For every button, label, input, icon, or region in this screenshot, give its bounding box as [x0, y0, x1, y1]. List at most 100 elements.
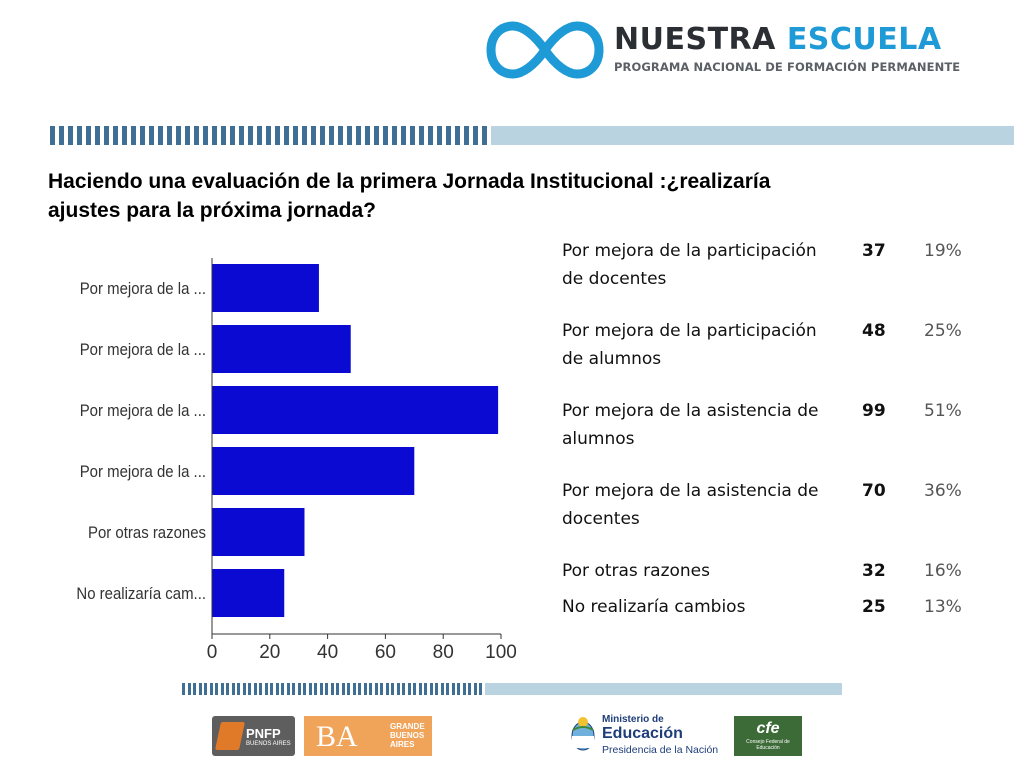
stripe-dash	[374, 683, 378, 695]
stripe-dash	[182, 683, 185, 695]
pnfp-sub: BUENOS AIRES	[246, 741, 291, 747]
stripe-dash	[451, 683, 455, 695]
stripe-dash	[149, 126, 154, 145]
stripe-dash	[410, 126, 415, 145]
stripe-dash	[187, 683, 191, 695]
x-tick-label: 20	[259, 642, 280, 663]
stripe-dash	[293, 126, 298, 145]
stripe-dash	[284, 126, 289, 145]
row-percent: 16%	[924, 561, 962, 581]
row-count: 37	[862, 241, 886, 261]
stripe-dash	[86, 126, 91, 145]
stripe-dash	[131, 126, 136, 145]
bar-chart: Por mejora de la ... Por mejora de la ...…	[76, 258, 517, 663]
stripe-dash	[428, 126, 433, 145]
bar	[212, 325, 351, 373]
stripe-dash	[419, 126, 424, 145]
stripe-dash	[363, 683, 367, 695]
ministry-logo: Ministerio de Educación Presidencia de l…	[570, 714, 720, 756]
stripe-dash	[325, 683, 328, 695]
stripe-dash	[396, 683, 400, 695]
stripe-dash	[212, 126, 217, 145]
x-tick-label: 100	[485, 642, 517, 663]
stripe-dash	[253, 683, 257, 695]
stripe-bar	[484, 683, 842, 695]
stripe-dash	[259, 683, 262, 695]
stripe-dash	[264, 683, 268, 695]
stripe-dash	[392, 126, 397, 145]
stripe-dash	[266, 126, 271, 145]
row-label: Por otras razones	[562, 561, 710, 581]
stripe-dash	[330, 683, 334, 695]
stripe-dash	[185, 126, 190, 145]
category-label: Por mejora de la ...	[80, 463, 206, 481]
row-label: Por mejora de la participación de alumno…	[562, 321, 817, 369]
stripe-dash	[231, 683, 235, 695]
stripe-dash	[158, 126, 163, 145]
stripe-dash	[437, 126, 442, 145]
row-percent: 19%	[924, 241, 962, 261]
bar	[212, 264, 319, 312]
category-label: Por mejora de la ...	[80, 341, 206, 359]
stripe-dash	[320, 126, 325, 145]
stripe-dash	[104, 126, 109, 145]
stripe-dash	[230, 126, 235, 145]
coat-of-arms-icon	[571, 717, 595, 751]
stripe-dash	[329, 126, 334, 145]
pnfp-label: PNFP	[246, 726, 281, 741]
ba-small: GRANDE BUENOS AIRES	[390, 722, 425, 749]
stripe-dash	[435, 683, 438, 695]
stripe-dash	[242, 683, 246, 695]
stripe-dash	[401, 126, 406, 145]
stripe-dash	[424, 683, 427, 695]
stripe-dash	[303, 683, 306, 695]
stripe-dash	[464, 126, 469, 145]
stripe-dash	[270, 683, 273, 695]
stripe-dash	[286, 683, 290, 695]
stripe-dash	[239, 126, 244, 145]
brand-tagline: PROGRAMA NACIONAL DE FORMACIÓN PERMANENT…	[614, 60, 961, 74]
stripe-dash	[482, 126, 487, 145]
row-percent: 51%	[924, 401, 962, 421]
stripe-dash	[248, 683, 251, 695]
stripe-dash	[336, 683, 339, 695]
row-percent: 13%	[924, 597, 962, 617]
stripe-dash	[319, 683, 323, 695]
stripe-dash	[380, 683, 383, 695]
row-count: 48	[862, 321, 886, 341]
bar	[212, 386, 499, 434]
stripe-dash	[314, 683, 317, 695]
ministry-line1: Ministerio de	[602, 714, 664, 725]
row-percent: 25%	[924, 321, 962, 341]
stripe-dash	[215, 683, 218, 695]
stripe-dash	[292, 683, 295, 695]
brand-name: NUESTRA ESCUELA	[614, 22, 942, 57]
row-label: Por mejora de la asistencia de docentes	[562, 481, 819, 529]
stripe-dash	[95, 126, 100, 145]
category-label: Por otras razones	[88, 524, 206, 542]
row-label: Por mejora de la participación de docent…	[562, 241, 817, 289]
stripe-dash	[352, 683, 356, 695]
stripe-dash	[203, 126, 208, 145]
pnfp-logo: PNFP BUENOS AIRES	[212, 716, 295, 756]
stripe-dash	[275, 683, 279, 695]
stripe-dash	[77, 126, 82, 145]
stripe-dash	[358, 683, 361, 695]
stripe-dash	[429, 683, 433, 695]
stripe-dash	[275, 126, 280, 145]
x-tick-label: 40	[317, 642, 338, 663]
stripe-dash	[457, 683, 460, 695]
cfe-small: Consejo Federal de Educación	[746, 739, 790, 751]
category-label: Por mejora de la ...	[80, 402, 206, 420]
stripe-dash	[446, 683, 449, 695]
cfe-big: cfe	[756, 720, 780, 737]
cfe-logo: cfe Consejo Federal de Educación	[734, 716, 802, 756]
brand-part1: NUESTRA	[614, 22, 776, 57]
stripe-dash	[391, 683, 394, 695]
row-count: 25	[862, 597, 886, 617]
stripe-dash	[122, 126, 127, 145]
stripe-dash	[341, 683, 345, 695]
bar	[212, 569, 285, 617]
row-label: Por mejora de la asistencia de alumnos	[562, 401, 819, 449]
ministry-line3: Presidencia de la Nación	[602, 744, 719, 756]
